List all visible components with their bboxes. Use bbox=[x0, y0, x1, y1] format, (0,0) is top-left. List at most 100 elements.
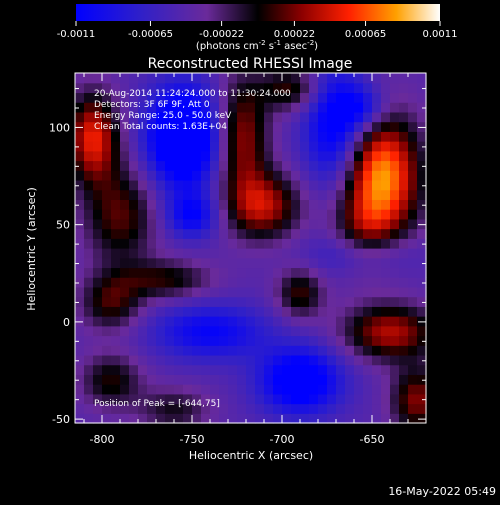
heatmap-cell bbox=[129, 393, 139, 405]
heatmap-cell bbox=[120, 209, 130, 220]
heatmap-cell bbox=[345, 316, 355, 327]
heatmap-cell bbox=[273, 374, 283, 385]
heatmap-cell bbox=[237, 199, 247, 210]
heatmap-cell bbox=[309, 121, 319, 132]
heatmap-cell bbox=[255, 364, 265, 375]
heatmap-cell bbox=[210, 170, 220, 181]
heatmap-cell bbox=[165, 160, 175, 171]
heatmap-cell bbox=[93, 102, 103, 113]
heatmap-cell bbox=[318, 364, 328, 375]
heatmap-cell bbox=[174, 209, 184, 220]
heatmap-cell bbox=[363, 131, 373, 142]
heatmap-cell bbox=[219, 286, 229, 298]
heatmap-cell bbox=[147, 150, 157, 162]
heatmap-cell bbox=[309, 141, 319, 152]
heatmap-cell bbox=[93, 179, 103, 191]
heatmap-cell bbox=[192, 354, 202, 366]
heatmap-cell bbox=[408, 267, 418, 278]
heatmap-cell bbox=[138, 111, 148, 123]
heatmap-cell bbox=[417, 131, 427, 142]
heatmap-cell bbox=[201, 306, 211, 317]
heatmap-cell bbox=[345, 179, 355, 191]
heatmap-cell bbox=[363, 209, 373, 220]
heatmap-cell bbox=[219, 413, 229, 424]
heatmap-cell bbox=[354, 306, 364, 317]
heatmap-cell bbox=[372, 325, 382, 337]
heatmap-cell bbox=[282, 170, 292, 181]
heatmap-cell bbox=[372, 82, 382, 94]
heatmap-cell bbox=[381, 141, 391, 152]
heatmap-cell bbox=[255, 160, 265, 171]
heatmap-cell bbox=[75, 316, 85, 327]
heatmap-cell bbox=[237, 257, 247, 269]
heatmap-cell bbox=[219, 73, 229, 84]
heatmap-cell bbox=[417, 228, 427, 239]
heatmap-cell bbox=[111, 121, 121, 132]
heatmap-cell bbox=[102, 150, 112, 162]
heatmap-cell bbox=[129, 111, 139, 123]
heatmap-cell bbox=[255, 111, 265, 123]
colorbar-tick-label: 0.00065 bbox=[345, 29, 386, 40]
heatmap-cell bbox=[111, 306, 121, 317]
heatmap-cell bbox=[300, 413, 310, 424]
heatmap-cell bbox=[345, 306, 355, 317]
heatmap-cell bbox=[282, 354, 292, 366]
heatmap-cell bbox=[174, 364, 184, 375]
heatmap-cell bbox=[210, 413, 220, 424]
heatmap-cell bbox=[237, 160, 247, 171]
heatmap-cell bbox=[363, 384, 373, 395]
heatmap-cell bbox=[381, 92, 391, 103]
heatmap-cell bbox=[390, 296, 400, 307]
heatmap-cell bbox=[336, 199, 346, 210]
heatmap-cell bbox=[147, 354, 157, 366]
heatmap-cell bbox=[336, 325, 346, 337]
heatmap-cell bbox=[237, 82, 247, 94]
heatmap-cell bbox=[129, 248, 139, 259]
heatmap-cell bbox=[381, 121, 391, 132]
heatmap-cell bbox=[138, 102, 148, 113]
heatmap-cell bbox=[264, 218, 274, 230]
heatmap-cell bbox=[237, 141, 247, 152]
heatmap-cell bbox=[345, 296, 355, 307]
heatmap-cell bbox=[138, 296, 148, 307]
y-tick-label: 100 bbox=[49, 121, 70, 134]
heatmap-cell bbox=[129, 267, 139, 278]
heatmap-cell bbox=[120, 413, 130, 424]
heatmap-cell bbox=[372, 92, 382, 103]
heatmap-cell bbox=[282, 131, 292, 142]
heatmap-cell bbox=[84, 170, 94, 181]
heatmap-cell bbox=[165, 316, 175, 327]
heatmap-cell bbox=[255, 325, 265, 337]
heatmap-cell bbox=[408, 306, 418, 317]
heatmap-cell bbox=[129, 160, 139, 171]
heatmap-cell bbox=[84, 286, 94, 298]
heatmap-cell bbox=[273, 277, 283, 288]
heatmap-cell bbox=[129, 335, 139, 346]
heatmap-cell bbox=[156, 160, 166, 171]
heatmap-cell bbox=[318, 150, 328, 162]
heatmap-cell bbox=[165, 403, 175, 414]
heatmap-cell bbox=[183, 286, 193, 298]
heatmap-cell bbox=[399, 316, 409, 327]
heatmap-cell bbox=[228, 209, 238, 220]
heatmap-cell bbox=[345, 248, 355, 259]
heatmap-cell bbox=[120, 316, 130, 327]
heatmap-cell bbox=[93, 267, 103, 278]
heatmap-cell bbox=[147, 141, 157, 152]
heatmap-cell bbox=[192, 160, 202, 171]
heatmap-cell bbox=[129, 403, 139, 414]
heatmap-cell bbox=[246, 102, 256, 113]
heatmap-cell bbox=[174, 228, 184, 239]
heatmap-cell bbox=[282, 218, 292, 230]
heatmap-cell bbox=[111, 393, 121, 405]
heatmap-cell bbox=[399, 296, 409, 307]
heatmap-cell bbox=[174, 102, 184, 113]
heatmap-cell bbox=[336, 374, 346, 385]
heatmap-cell bbox=[156, 218, 166, 230]
heatmap-cell bbox=[192, 170, 202, 181]
heatmap-cell bbox=[111, 364, 121, 375]
heatmap-cell bbox=[255, 286, 265, 298]
heatmap-cell bbox=[129, 73, 139, 84]
heatmap-cell bbox=[417, 296, 427, 307]
heatmap-cell bbox=[327, 189, 337, 200]
